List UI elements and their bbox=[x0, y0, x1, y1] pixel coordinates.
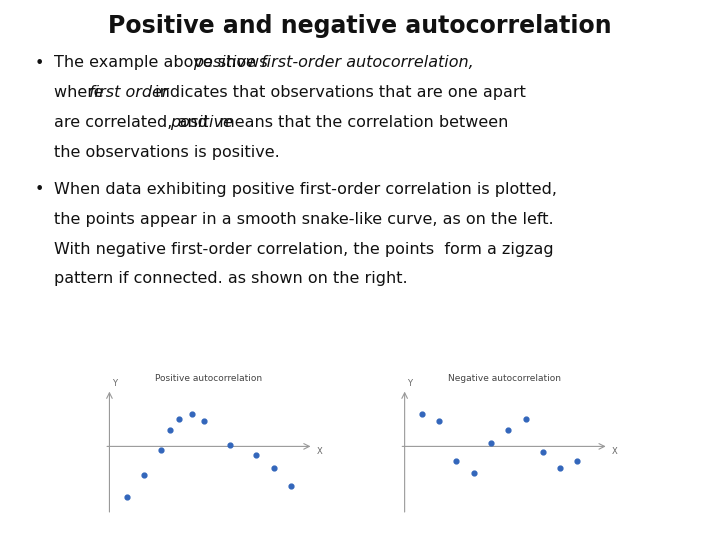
Text: pattern if connected. as shown on the right.: pattern if connected. as shown on the ri… bbox=[54, 272, 408, 287]
Point bbox=[121, 492, 132, 501]
Point bbox=[173, 415, 184, 424]
Point bbox=[451, 456, 462, 465]
Point bbox=[572, 456, 583, 465]
Point bbox=[138, 471, 150, 480]
Text: When data exhibiting positive first-order correlation is plotted,: When data exhibiting positive first-orde… bbox=[54, 183, 557, 198]
Text: •: • bbox=[35, 56, 44, 71]
Text: where: where bbox=[54, 85, 109, 100]
Title: Positive autocorrelation: Positive autocorrelation bbox=[156, 374, 262, 383]
Point bbox=[268, 464, 279, 472]
Point bbox=[199, 417, 210, 426]
Point bbox=[416, 410, 428, 418]
Point bbox=[554, 464, 566, 472]
Text: •: • bbox=[35, 183, 44, 198]
Point bbox=[537, 448, 549, 456]
Text: Y: Y bbox=[112, 379, 117, 388]
Point bbox=[225, 440, 236, 449]
Point bbox=[468, 469, 480, 478]
Title: Negative autocorrelation: Negative autocorrelation bbox=[448, 374, 560, 383]
Point bbox=[485, 438, 497, 447]
Point bbox=[520, 415, 531, 424]
Text: are correlated, and: are correlated, and bbox=[54, 115, 213, 130]
Text: positive first-order autocorrelation,: positive first-order autocorrelation, bbox=[194, 56, 474, 71]
Point bbox=[433, 417, 445, 426]
Text: X: X bbox=[612, 447, 618, 456]
Point bbox=[186, 410, 198, 418]
Text: indicates that observations that are one apart: indicates that observations that are one… bbox=[150, 85, 526, 100]
Text: means that the correlation between: means that the correlation between bbox=[215, 115, 509, 130]
Text: The example above shows: The example above shows bbox=[54, 56, 273, 71]
Point bbox=[503, 426, 514, 435]
Text: the points appear in a smooth snake-like curve, as on the left.: the points appear in a smooth snake-like… bbox=[54, 212, 554, 227]
Point bbox=[156, 446, 167, 454]
Text: positive: positive bbox=[170, 115, 233, 130]
Text: the observations is positive.: the observations is positive. bbox=[54, 145, 280, 160]
Text: With negative first-order correlation, the points  form a zigzag: With negative first-order correlation, t… bbox=[54, 242, 554, 257]
Point bbox=[285, 482, 297, 490]
Text: Y: Y bbox=[408, 379, 413, 388]
Text: first order: first order bbox=[89, 85, 168, 100]
Point bbox=[164, 426, 176, 435]
Text: Positive and negative autocorrelation: Positive and negative autocorrelation bbox=[108, 14, 612, 37]
Text: X: X bbox=[317, 447, 323, 456]
Point bbox=[251, 451, 262, 460]
